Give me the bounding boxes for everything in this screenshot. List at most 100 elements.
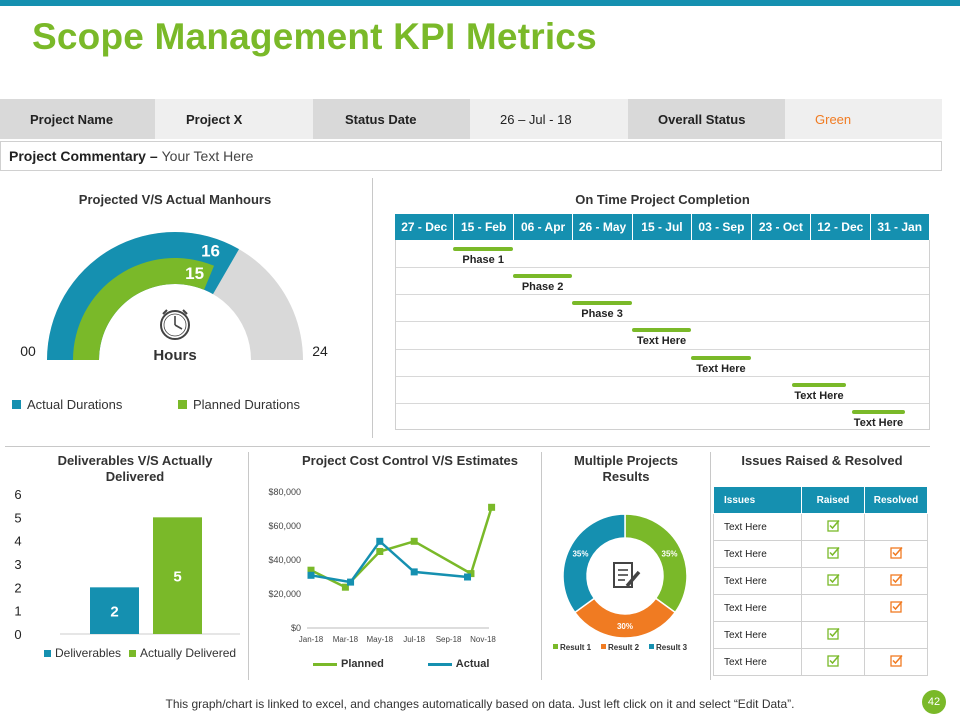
legend-actual-swatch [12,400,21,409]
commentary-value: Your Text Here [161,148,254,164]
cost-series-line[interactable] [310,506,493,589]
legend-planned: Planned Durations [178,397,300,412]
gantt-date-5: 03 - Sep [692,214,752,240]
issues-raised-cell [801,648,865,676]
gauge-max-label: 24 [312,343,328,359]
issues-header-issues: Issues [713,486,802,514]
multi-donut-chart[interactable]: 35% 30% 35% Result 1 Result 2 Result 3 [545,500,710,660]
manhours-gauge[interactable]: 16 15 Hours 00 24 [0,215,360,375]
gantt-task-bar[interactable] [512,274,573,279]
gantt-task-bar[interactable] [851,409,906,414]
donut-slice[interactable] [573,597,677,639]
cost-xtick: Nov-18 [470,635,496,644]
issues-row: Text Here [713,648,928,676]
issues-row: Text Here [713,621,928,649]
donut-legend-swatch [601,644,606,649]
deliv-legend-b-label: Actually Delivered [140,646,237,660]
document-pen-icon [613,562,641,588]
gantt-task-label: Phase 3 [581,308,623,321]
gantt-row-line [396,402,929,404]
cost-point[interactable] [307,566,315,574]
divider-horizontal [5,446,930,447]
gantt-task-bar[interactable] [572,301,632,306]
cost-ytick: $40,000 [268,555,301,565]
deliv-bar-label: 2 [110,604,118,621]
deliv-ytick: 1 [14,604,21,619]
issues-resolved-cell [864,648,928,676]
legend-planned-swatch [178,400,187,409]
issues-row: Text Here [713,540,928,568]
donut-slice-label: 35% [662,549,678,558]
project-commentary[interactable]: Project Commentary – Your Text Here [0,141,942,171]
checkbox-checked-icon [826,655,840,670]
cost-point[interactable] [376,537,384,545]
deliv-bar[interactable] [153,517,202,634]
divider-vertical-top [372,178,373,438]
multi-title: Multiple Projects Results [548,453,704,485]
project-info-row: Project Name Project X Status Date 26 – … [0,99,942,139]
deliv-legend-b-swatch [129,649,137,657]
gantt-date-2: 06 - Apr [514,214,574,240]
legend-actual: Actual Durations [12,397,122,412]
donut-legend-label: Result 2 [608,643,640,652]
cost-point[interactable] [410,568,418,576]
donut-slice[interactable] [562,513,626,614]
cost-point[interactable] [464,573,472,581]
deliverables-legend: Deliverables Actually Delivered [44,646,236,660]
gantt-task-bar[interactable] [631,328,692,333]
issues-header-resolved: Resolved [864,486,928,514]
deliv-ytick: 4 [14,534,21,549]
deliv-bar[interactable] [90,587,139,634]
gantt-row-line [396,375,929,377]
status-date-value: 26 – Jul - 18 [470,99,628,139]
multi-title-line1: Multiple Projects [573,453,679,468]
checkbox-checked-icon [826,547,840,562]
overall-status-label: Overall Status [628,99,785,139]
cost-point[interactable] [488,503,496,511]
deliv-ytick: 3 [14,557,21,572]
cost-line-chart[interactable]: $0 $20,000 $40,000 $60,000 $80,000 Jan-18 Mar-… [255,480,540,650]
cost-point[interactable] [347,578,355,586]
gantt-date-6: 23 - Oct [752,214,812,240]
deliverables-title-line1: Deliverables V/S Actually [57,453,213,468]
gantt-date-header: 27 - Dec 15 - Feb 06 - Apr 26 - May 15 - Jul… [395,214,930,240]
gantt-task-label: Phase 1 [462,254,504,266]
issues-header-row: Issues Raised Resolved [713,486,928,514]
issues-resolved-cell [864,567,928,595]
cost-legend: Planned Actual [313,658,489,670]
divider-vertical-3 [710,452,711,680]
checkbox-checked-icon [889,655,903,670]
cost-xtick: May-18 [366,635,393,644]
page-number: 42 [922,690,946,714]
gantt-task-bar[interactable] [792,382,846,387]
deliverables-bar-chart[interactable]: 0 1 2 3 4 5 6 2 5 [0,480,245,640]
issues-raised-cell [801,594,865,622]
cost-point[interactable] [307,571,315,579]
cost-xtick: Mar-18 [333,635,359,644]
page-title: Scope Management KPI Metrics [32,16,597,57]
cost-point[interactable] [376,548,384,555]
cost-point[interactable] [341,583,349,591]
deliv-bar-label: 5 [173,569,181,586]
issues-row: Text Here [713,567,928,595]
gantt-body[interactable]: Phase 1 Phase 2 Phase 3 Text Here Text Here T… [395,240,930,430]
cost-legend-b-label: Actual [455,658,490,670]
cost-point[interactable] [410,537,418,545]
divider-vertical-2 [541,452,542,680]
checkbox-checked-icon [889,601,903,616]
donut-legend-swatch [553,644,558,649]
gauge-center-label: Hours [153,347,196,364]
commentary-label: Project Commentary – [9,148,158,164]
gauge-planned-value: 15 [185,264,204,283]
cost-legend-a-label: Planned [341,658,384,670]
gantt-task-bar[interactable] [453,247,513,251]
issues-row-label: Text Here [713,567,802,595]
footer-note: This graph/chart is linked to excel, and… [165,697,795,711]
cost-xtick: Jan-18 [299,635,324,644]
manhours-title: Projected V/S Actual Manhours [20,192,330,207]
issues-table: Issues Raised Resolved Text Here Text Here T… [713,486,928,676]
issues-resolved-cell [864,594,928,622]
gantt-task-bar[interactable] [691,355,751,360]
issues-row: Text Here [713,594,928,622]
donut-legend-label: Result 1 [560,643,592,652]
